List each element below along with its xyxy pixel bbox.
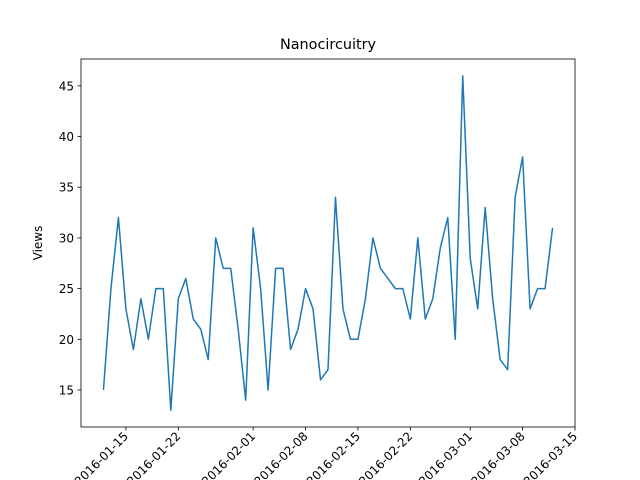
line-series bbox=[102, 74, 554, 412]
y-axis-label: Views bbox=[31, 226, 45, 261]
chart-title: Nanocircuitry bbox=[280, 37, 377, 53]
y-tick-label: 35 bbox=[59, 181, 74, 195]
y-tick-label: 45 bbox=[59, 79, 74, 93]
y-tick-label: 25 bbox=[59, 282, 74, 296]
y-tick-label: 40 bbox=[59, 130, 74, 144]
y-tick-label: 15 bbox=[59, 383, 74, 397]
y-tick-label: 20 bbox=[59, 333, 74, 347]
y-tick-label: 30 bbox=[59, 231, 74, 245]
axes-frame bbox=[80, 58, 576, 428]
